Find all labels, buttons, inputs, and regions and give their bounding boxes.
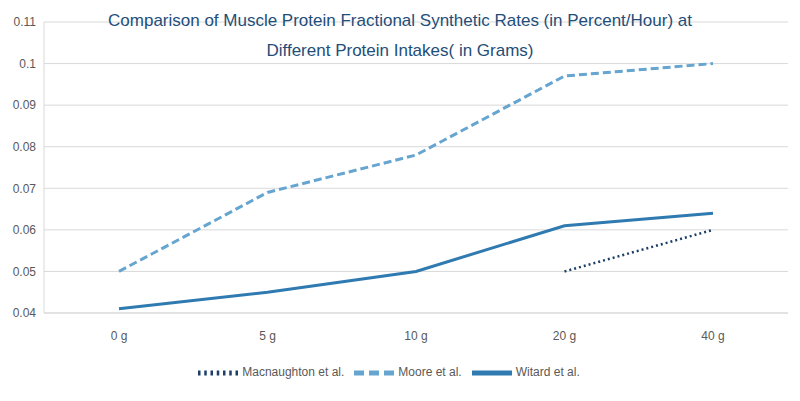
svg-text:0 g: 0 g bbox=[111, 329, 128, 343]
svg-text:10 g: 10 g bbox=[404, 329, 427, 343]
svg-text:0.04: 0.04 bbox=[13, 306, 37, 320]
svg-text:0.11: 0.11 bbox=[14, 15, 37, 29]
svg-text:0.07: 0.07 bbox=[13, 182, 37, 196]
html-text:Comparison of Muscle Protein F: Comparison of Muscle Protein Fractional … bbox=[108, 11, 692, 60]
svg-text:5 g: 5 g bbox=[259, 329, 276, 343]
html-text:Moore et al.: Moore et al. bbox=[398, 365, 462, 380]
svg-text:0.05: 0.05 bbox=[13, 265, 37, 279]
svg-text:0.06: 0.06 bbox=[13, 223, 37, 237]
html-text:Witard et al.: Witard et al. bbox=[515, 365, 580, 380]
svg-text:40 g: 40 g bbox=[701, 329, 724, 343]
svg-text:0.08: 0.08 bbox=[13, 140, 37, 154]
svg-text:0.1: 0.1 bbox=[19, 57, 36, 71]
html-text:Macnaughton et al.: Macnaughton et al. bbox=[242, 365, 345, 380]
svg-text:0.09: 0.09 bbox=[13, 98, 37, 112]
svg-text:20 g: 20 g bbox=[553, 329, 576, 343]
